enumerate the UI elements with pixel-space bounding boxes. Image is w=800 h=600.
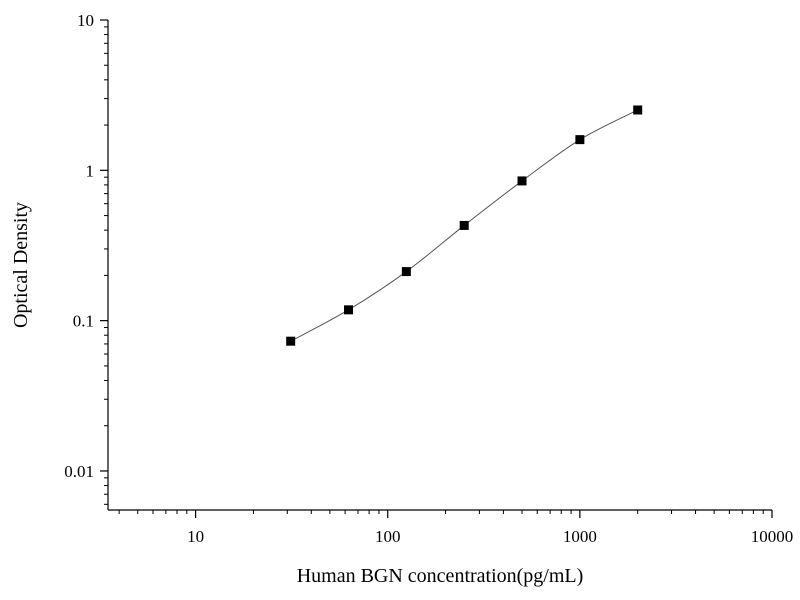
data-point xyxy=(517,176,527,186)
axes xyxy=(107,20,772,511)
y-axis-ticks xyxy=(100,19,108,505)
x-tick-label: 10000 xyxy=(751,527,794,546)
data-point xyxy=(633,105,643,115)
x-axis-ticks xyxy=(118,510,773,518)
data-point xyxy=(344,305,354,315)
x-axis-title: Human BGN concentration(pg/mL) xyxy=(297,565,584,587)
x-tick-label: 100 xyxy=(375,527,401,546)
data-point xyxy=(459,220,469,230)
y-tick-label: 1 xyxy=(86,161,95,180)
data-points xyxy=(286,105,643,346)
data-point xyxy=(286,336,296,346)
y-axis-title: Optical Density xyxy=(10,202,32,328)
y-tick-labels: 0.01 0.1 1 10 xyxy=(64,11,94,481)
y-tick-label: 10 xyxy=(77,11,94,30)
x-tick-label: 1000 xyxy=(563,527,597,546)
data-point xyxy=(575,135,585,145)
x-tick-label: 10 xyxy=(187,527,204,546)
data-point xyxy=(401,267,411,277)
y-tick-label: 0.1 xyxy=(73,312,94,331)
y-tick-label: 0.01 xyxy=(64,462,94,481)
x-tick-labels: 10 100 1000 10000 xyxy=(187,527,793,546)
